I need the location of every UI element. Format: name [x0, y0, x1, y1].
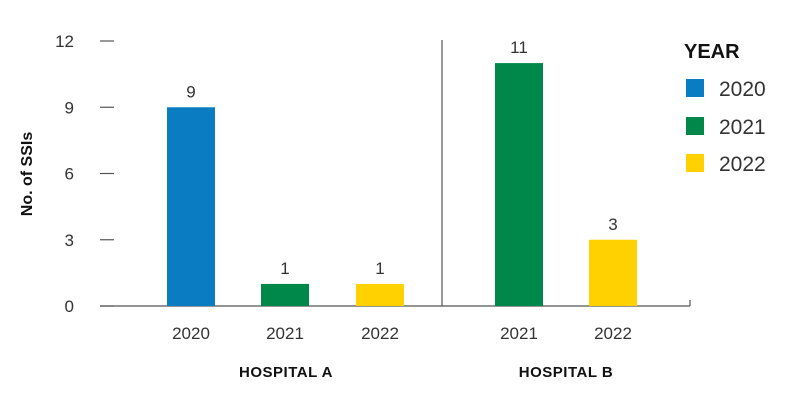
x-category-label: 2022	[594, 324, 632, 343]
legend-swatch-2020	[686, 79, 704, 97]
x-category-label: 2022	[361, 324, 399, 343]
legend-swatch-2022	[686, 154, 704, 172]
bar-value-label: 11	[510, 38, 528, 57]
bar-hospital-b-2022	[589, 239, 637, 306]
bar-hospital-a-2021	[261, 283, 309, 306]
legend-label: 2022	[719, 153, 766, 176]
y-tick-label: 0	[65, 297, 74, 316]
bar-value-label: 1	[280, 259, 289, 278]
labels: 9 2020 1 2021 1 2022 HOSPITAL A 11 2021 3 2022 HOSP…	[172, 38, 632, 381]
legend-title: YEAR	[684, 41, 740, 63]
y-tick-label: 12	[55, 32, 74, 51]
group-label: HOSPITAL B	[519, 364, 613, 381]
y-axis-label: No. of SSIs	[19, 132, 36, 217]
bar-hospital-b-2021	[495, 63, 543, 307]
y-tick-label: 9	[65, 98, 74, 117]
y-tick-label: 3	[65, 231, 74, 250]
x-category-label: 2021	[266, 324, 304, 343]
legend-swatch-2021	[686, 117, 704, 135]
legend-label: 2020	[719, 78, 766, 101]
bar-value-label: 1	[375, 259, 384, 278]
y-tick-label: 6	[65, 165, 74, 184]
bar-hospital-a-2020	[167, 107, 215, 306]
bars	[167, 63, 637, 307]
x-category-label: 2021	[500, 324, 538, 343]
group-label: HOSPITAL A	[239, 364, 333, 381]
x-category-label: 2020	[172, 324, 210, 343]
bar-hospital-a-2022	[356, 283, 404, 306]
legend: YEAR 2020 2021 2022	[684, 41, 766, 176]
bar-value-label: 3	[608, 215, 617, 234]
bar-value-label: 9	[186, 82, 195, 101]
legend-label: 2021	[719, 116, 766, 139]
